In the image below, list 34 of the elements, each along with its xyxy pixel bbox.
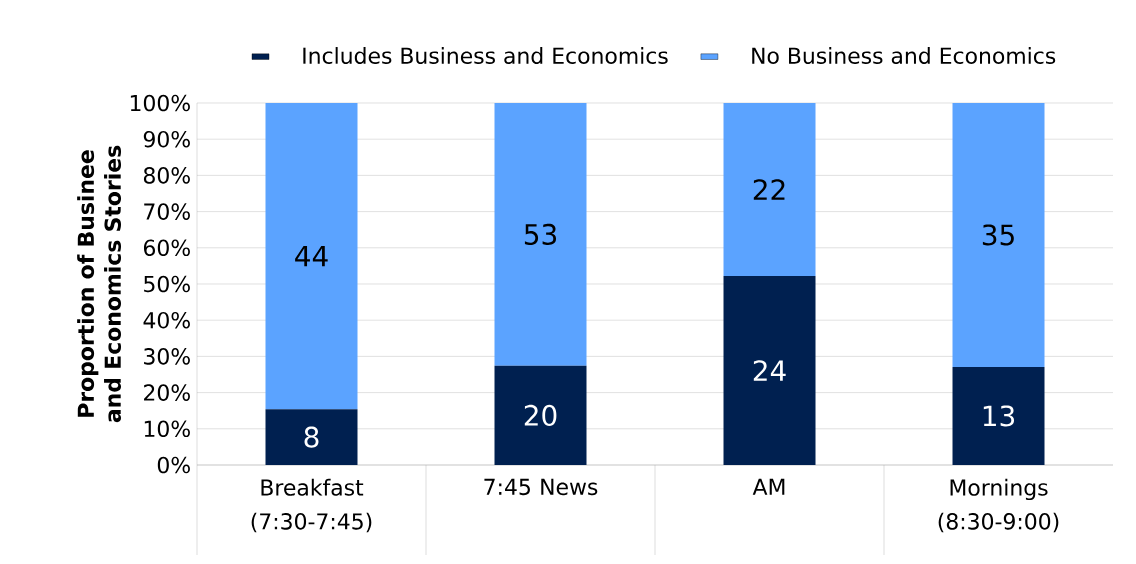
annotation: 8	[304, 426, 319, 448]
y-axis-title: Proportion of Businee and Economics Stories	[77, 145, 122, 423]
annotation: 35	[982, 224, 1014, 246]
y-tick-label: 10%	[144, 420, 190, 438]
y-tick-label: 90%	[143, 130, 190, 148]
bar	[952, 103, 1045, 367]
annotation: 53	[524, 223, 557, 245]
y-tick-label: 40%	[143, 311, 190, 329]
y-tick-label: 80%	[143, 167, 190, 184]
x-tick-label: 7:45 News	[484, 478, 598, 496]
y-tick-label: 30%	[144, 348, 190, 365]
bar	[723, 276, 816, 465]
bar	[494, 365, 587, 465]
y-tick-label: 100%	[130, 94, 190, 112]
y-tick-label: 50%	[144, 275, 190, 293]
legend-label: No Business and Economics	[752, 47, 1056, 64]
x-tick-label: Mornings (8:30-9:00)	[938, 478, 1059, 533]
bar	[265, 103, 358, 410]
annotation: 24	[753, 360, 786, 381]
annotation: 44	[295, 245, 328, 267]
bar	[723, 103, 816, 277]
y-tick-label: 70%	[144, 203, 190, 220]
annotation: 22	[753, 179, 785, 200]
y-tick-label: 60%	[143, 239, 190, 257]
legend-label: Includes Business and Economics	[303, 47, 668, 64]
x-tick-label: Breakfast (7:30-7:45)	[251, 478, 372, 533]
bar	[265, 409, 358, 465]
y-tick-label: 0%	[157, 456, 190, 474]
annotation: 13	[983, 405, 1015, 427]
bar	[494, 103, 587, 366]
y-tick-label: 20%	[144, 384, 190, 401]
bar	[952, 366, 1045, 465]
x-tick-label: AM	[752, 478, 785, 495]
annotation: 20	[524, 404, 557, 426]
